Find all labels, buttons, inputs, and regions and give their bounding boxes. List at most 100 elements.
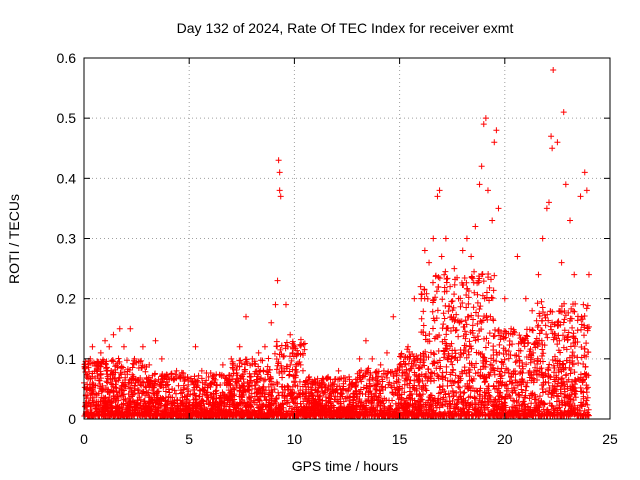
data-point [439,374,446,381]
data-point [377,400,384,407]
data-point [259,389,266,396]
data-point [539,353,546,360]
data-point [347,393,354,400]
data-point [129,360,136,367]
data-point [209,402,216,409]
data-point [485,400,492,407]
data-point [485,371,492,378]
data-point [451,281,458,288]
data-point [464,409,471,416]
data-point [563,334,570,341]
data-point [491,399,498,406]
data-point [557,409,564,416]
data-point [120,412,127,419]
data-point [461,364,468,371]
data-point [246,380,253,387]
data-point [543,205,550,212]
data-point [376,388,383,395]
data-point [476,387,483,394]
data-point [321,380,328,387]
data-point [98,386,105,393]
data-point [431,395,438,402]
data-point [548,326,555,333]
data-point [179,389,186,396]
data-point [101,410,108,417]
data-point [406,380,413,387]
data-point [305,374,312,381]
data-point [229,376,236,383]
data-point [163,382,170,389]
data-point [334,406,341,413]
data-point [543,331,550,338]
data-point [301,340,308,347]
data-point [442,268,449,275]
data-point [87,406,94,413]
data-point [440,347,447,354]
data-point [456,354,463,361]
data-point [168,412,175,419]
data-point [560,412,567,419]
data-point [476,275,483,282]
data-point [485,271,492,278]
data-point [556,402,563,409]
data-point [277,346,284,353]
data-point [451,401,458,408]
y-tick-label: 0.3 [57,231,77,247]
data-point [520,365,527,372]
data-point [213,387,220,394]
data-point [245,401,252,408]
data-point [299,351,306,358]
data-point [486,284,493,291]
data-point [543,410,550,417]
data-point [447,378,454,385]
data-point [253,368,260,375]
data-point [85,375,92,382]
data-point [392,400,399,407]
data-point [469,327,476,334]
data-point [509,409,516,416]
y-tick-label: 0.2 [57,291,77,307]
data-point [356,355,363,362]
data-point [514,253,521,260]
data-point [540,350,547,357]
data-point [417,392,424,399]
data-point [134,411,141,418]
data-point [340,383,347,390]
data-point [540,381,547,388]
data-point [558,259,565,266]
data-point [457,377,464,384]
data-point [561,327,568,334]
data-point [261,393,268,400]
data-point [150,384,157,391]
data-point [461,274,468,281]
data-point [109,375,116,382]
data-point [470,316,477,323]
data-point [357,408,364,415]
data-point [534,360,541,367]
data-point [194,410,201,417]
data-point [240,376,247,383]
data-point [283,400,290,407]
data-point [544,334,551,341]
data-point [471,334,478,341]
data-point [560,109,567,116]
data-point [472,309,479,316]
data-point [269,411,276,418]
data-point [257,407,264,414]
data-point [344,394,351,401]
data-point [362,408,369,415]
data-point [478,404,485,411]
data-point [371,382,378,389]
data-point [373,369,380,376]
data-point [488,294,495,301]
data-point [395,386,402,393]
data-point [413,385,420,392]
data-point [508,325,515,332]
data-point [260,367,267,374]
data-point [452,372,459,379]
data-point [534,357,541,364]
data-point [185,376,192,383]
data-point [120,343,127,350]
data-point [505,355,512,362]
